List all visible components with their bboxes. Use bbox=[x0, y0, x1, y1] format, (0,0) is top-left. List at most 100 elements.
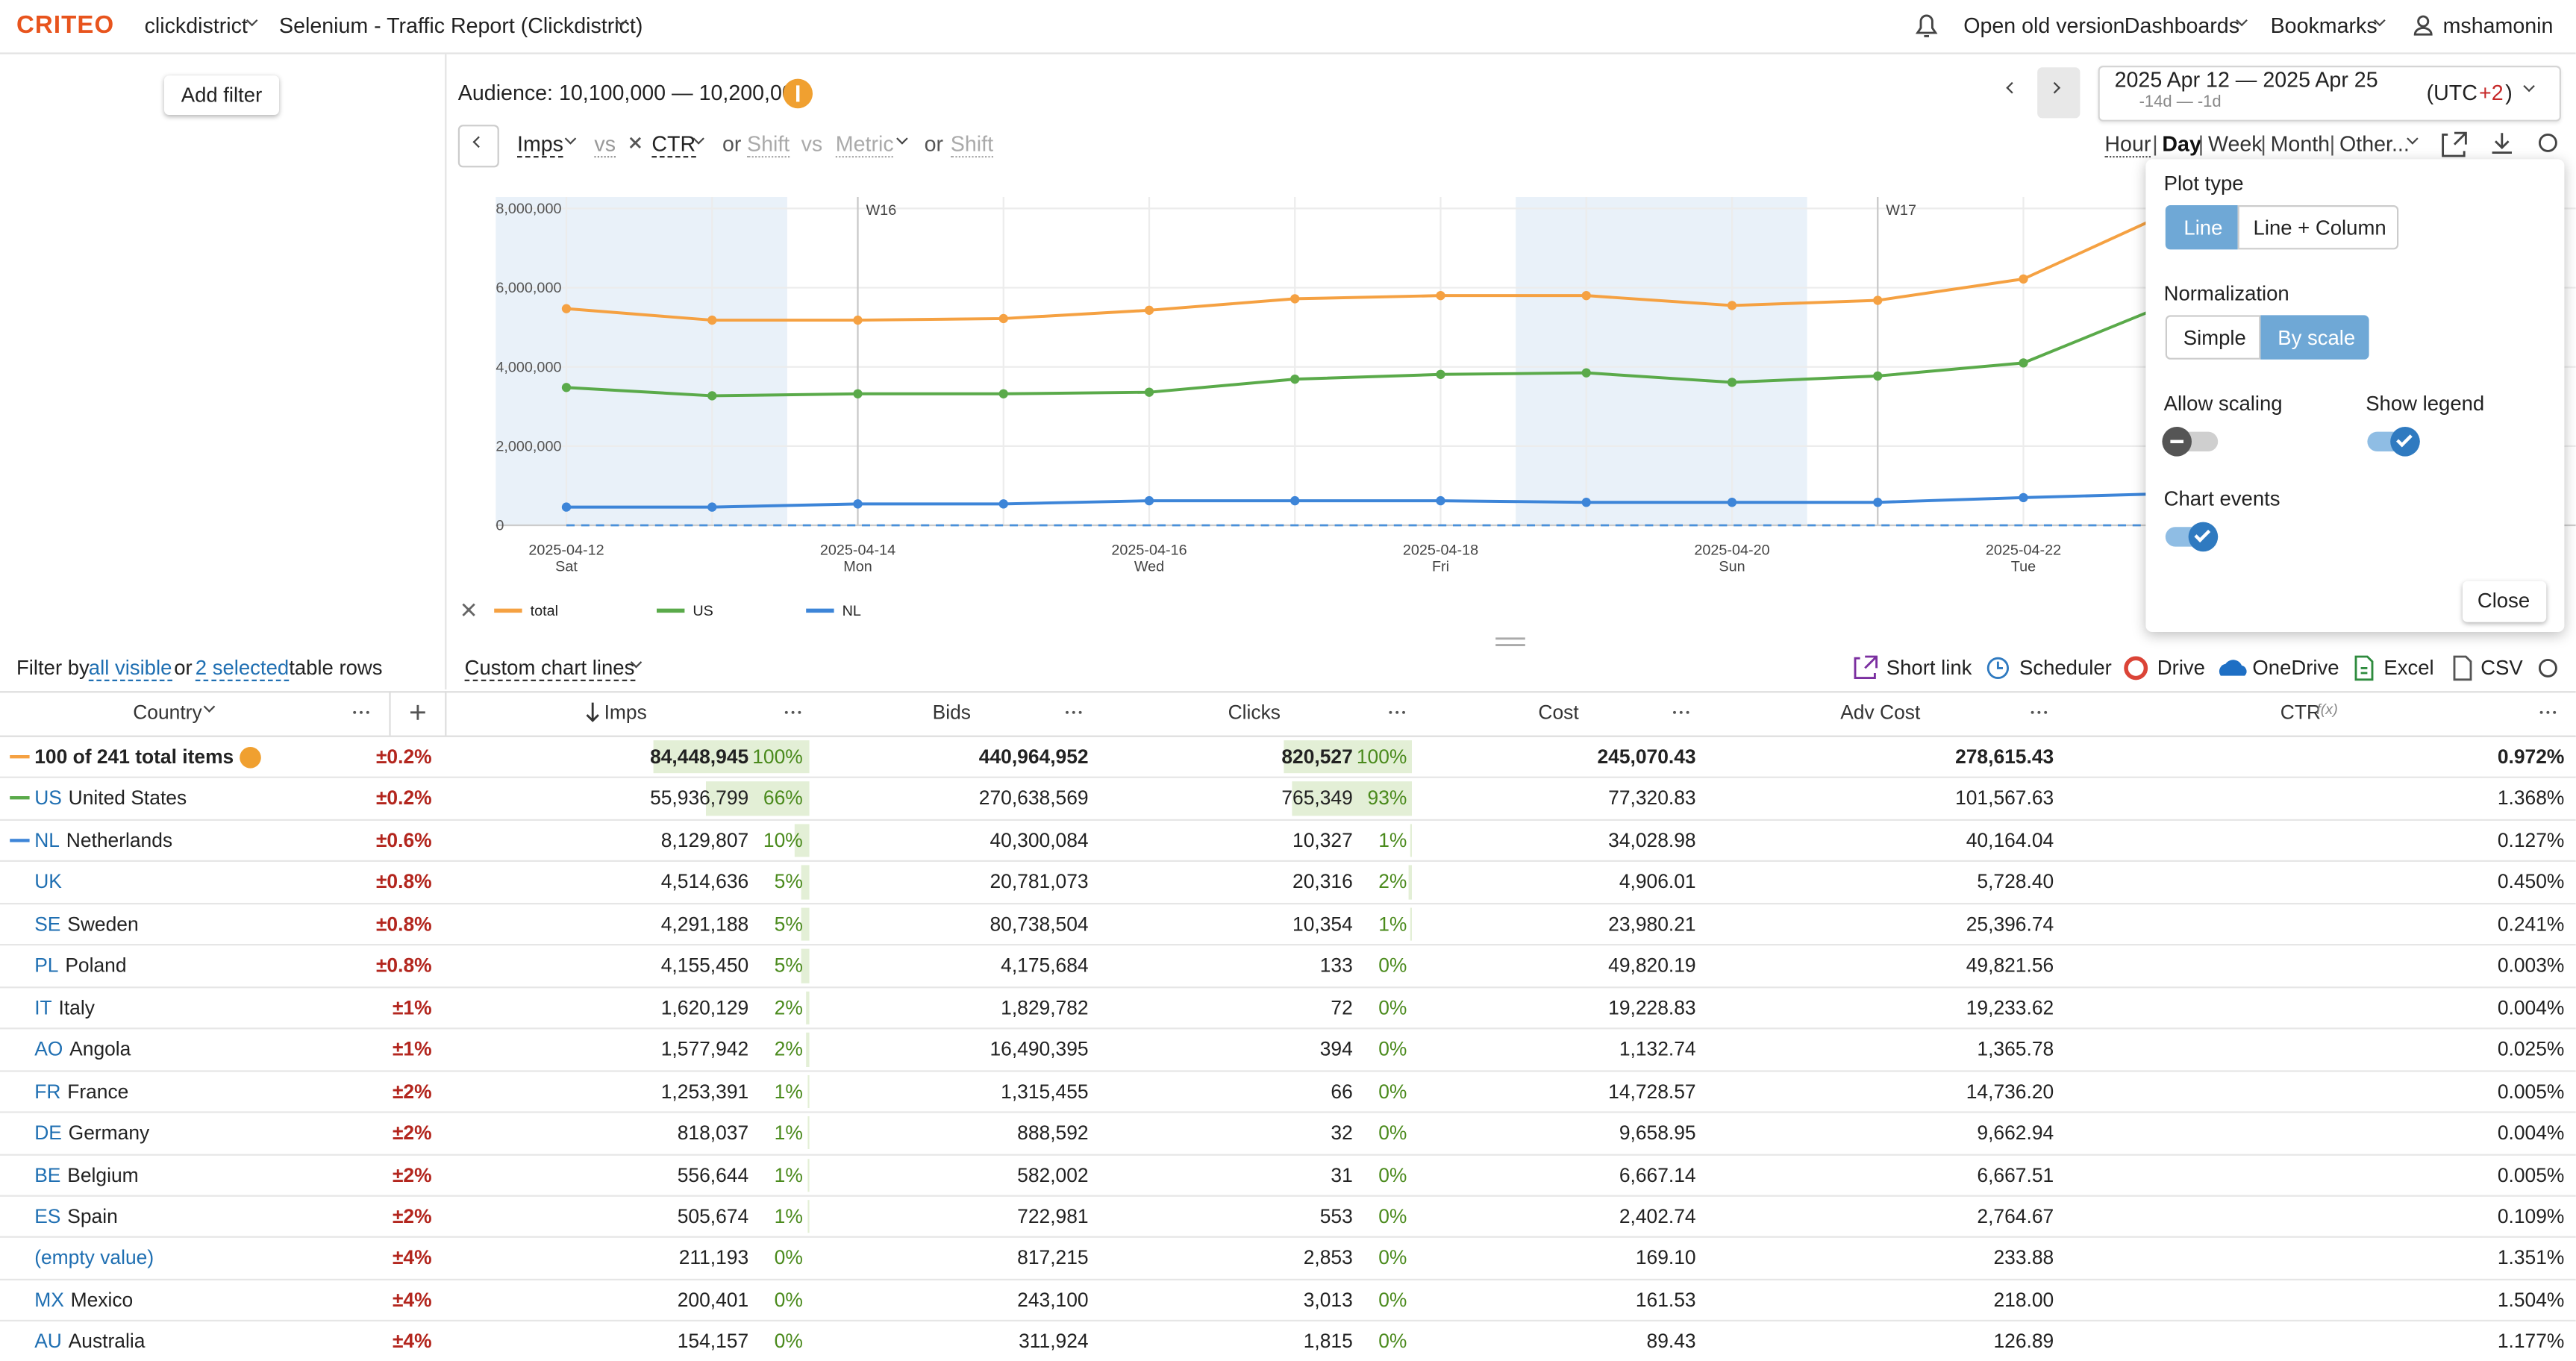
column-header[interactable]: Bids bbox=[932, 701, 971, 725]
granularity-option[interactable]: Other... bbox=[2339, 131, 2410, 156]
open-old-version[interactable]: Open old version bbox=[1963, 13, 2125, 38]
report-menu[interactable]: Selenium - Traffic Report (Clickdistrict… bbox=[279, 13, 643, 38]
table-cell: 0.109% bbox=[2497, 1204, 2565, 1228]
export-button[interactable]: Drive bbox=[2157, 657, 2205, 680]
table-cell: 55,936,799 bbox=[650, 786, 749, 810]
table-cell: 10,354 bbox=[1292, 912, 1353, 936]
remove-metric-icon[interactable] bbox=[629, 137, 642, 149]
toggle-button[interactable]: Line + Column bbox=[2237, 205, 2399, 250]
country-cell: ES Spain bbox=[34, 1203, 363, 1229]
column-header[interactable]: Adv Cost bbox=[1840, 701, 1921, 725]
table-cell: 19,228.83 bbox=[1608, 995, 1696, 1019]
table-cell: 1,829,782 bbox=[1001, 995, 1089, 1019]
row-divider bbox=[0, 860, 2576, 863]
bell-icon[interactable] bbox=[1915, 14, 1938, 37]
table-cell: 0% bbox=[1378, 1121, 1407, 1145]
country-name: Germany bbox=[68, 1121, 150, 1145]
shift-select[interactable]: Shift bbox=[747, 132, 790, 158]
column-header[interactable]: Imps bbox=[604, 701, 647, 725]
download-icon[interactable] bbox=[2492, 133, 2513, 154]
table-cell: 23,980.21 bbox=[1608, 912, 1696, 936]
column-menu-dot bbox=[1078, 710, 1082, 714]
add-column-icon[interactable] bbox=[410, 704, 425, 720]
user-icon[interactable] bbox=[2417, 15, 2430, 28]
toggle-button[interactable]: Line bbox=[2165, 205, 2238, 250]
open-chart-icon[interactable] bbox=[2442, 131, 2467, 157]
column-header[interactable]: Cost bbox=[1538, 701, 1579, 725]
table-cell: 311,924 bbox=[1019, 1330, 1089, 1354]
shift-select[interactable]: Shift bbox=[950, 132, 994, 158]
export-button[interactable]: CSV bbox=[2480, 657, 2523, 680]
metric-select[interactable]: Imps bbox=[517, 132, 563, 158]
formula-marker: f(x) bbox=[2316, 701, 2338, 718]
table-cell: 0% bbox=[1378, 1330, 1407, 1354]
table-cell: 14,728.57 bbox=[1608, 1079, 1696, 1103]
table-cell: 233.88 bbox=[1993, 1246, 2054, 1270]
next-period-button[interactable] bbox=[2037, 67, 2081, 119]
check-glyph bbox=[2194, 526, 2211, 542]
granularity-option[interactable]: Week bbox=[2208, 131, 2263, 156]
legend-clear-icon[interactable] bbox=[462, 603, 475, 617]
table-cell: 0.972% bbox=[2497, 745, 2565, 769]
metric-select[interactable]: CTR bbox=[651, 132, 696, 158]
share-bar bbox=[1409, 866, 1412, 900]
info-icon[interactable] bbox=[240, 745, 262, 768]
bookmarks-menu[interactable]: Bookmarks bbox=[2270, 13, 2378, 38]
granularity-option[interactable]: Hour bbox=[2104, 132, 2151, 158]
toggle-button[interactable]: Simple bbox=[2165, 315, 2261, 360]
table-cell: 32 bbox=[1331, 1121, 1353, 1145]
table-cell: 169.10 bbox=[1635, 1246, 1696, 1270]
table-cell: 2,764.67 bbox=[1977, 1204, 2054, 1228]
table-cell: 1,365.78 bbox=[1977, 1037, 2054, 1061]
settings-icon[interactable] bbox=[2538, 133, 2557, 152]
error-margin: ±0.8% bbox=[375, 912, 432, 936]
custom-chart-lines[interactable]: Custom chart lines bbox=[464, 657, 635, 681]
x-tick-label: 2025-04-18 bbox=[1403, 542, 1478, 559]
table-cell: 0.450% bbox=[2497, 870, 2565, 894]
export-button[interactable]: Scheduler bbox=[2019, 657, 2112, 680]
table-cell: 101,567.63 bbox=[1955, 786, 2054, 810]
legend-label: NL bbox=[842, 603, 861, 619]
dashboards-menu[interactable]: Dashboards bbox=[2124, 13, 2240, 38]
table-cell: 820,527 bbox=[1281, 745, 1353, 769]
table-cell: 722,981 bbox=[1017, 1204, 1089, 1228]
resize-handle[interactable] bbox=[1495, 637, 1525, 647]
back-button[interactable] bbox=[457, 125, 499, 168]
granularity-option[interactable]: Day bbox=[2162, 131, 2201, 156]
filter-selected[interactable]: 2 selected bbox=[195, 657, 290, 681]
export-button[interactable]: Excel bbox=[2383, 657, 2434, 680]
table-cell: 9,662.94 bbox=[1977, 1121, 2054, 1145]
filter-all-visible[interactable]: all visible bbox=[88, 657, 172, 681]
x-tick-label: 2025-04-16 bbox=[1111, 542, 1187, 559]
country-cell: IT Italy bbox=[34, 995, 363, 1021]
account-menu[interactable]: clickdistrict bbox=[144, 13, 248, 38]
data-point bbox=[1873, 371, 1883, 381]
user-menu[interactable]: mshamonin bbox=[2442, 13, 2554, 38]
column-header[interactable]: Clicks bbox=[1228, 701, 1281, 725]
data-point bbox=[1436, 291, 1445, 301]
export-button[interactable]: Short link bbox=[1886, 657, 1972, 680]
country-cell: PL Poland bbox=[34, 953, 363, 979]
granularity-option[interactable]: Month bbox=[2270, 131, 2330, 156]
toggle-button[interactable]: By scale bbox=[2260, 315, 2369, 360]
country-code: AO bbox=[34, 1037, 63, 1061]
add-filter-button[interactable]: Add filter bbox=[164, 75, 279, 115]
table-cell: 3,013 bbox=[1303, 1288, 1353, 1312]
close-button[interactable]: Close bbox=[2463, 581, 2547, 622]
table-settings-icon[interactable] bbox=[2538, 658, 2557, 678]
metric-select[interactable]: Metric bbox=[835, 132, 894, 158]
info-icon[interactable] bbox=[783, 78, 813, 109]
export-button[interactable]: OneDrive bbox=[2252, 657, 2339, 680]
table-cell: 765,349 bbox=[1281, 786, 1353, 810]
x-tick-day: Tue bbox=[2011, 559, 2036, 575]
column-header[interactable]: Country bbox=[133, 701, 202, 725]
filter-label: or bbox=[174, 657, 193, 680]
table-cell: 10,327 bbox=[1292, 828, 1353, 852]
user-icon-body bbox=[2413, 27, 2433, 36]
share-bar bbox=[1292, 782, 1412, 816]
date-picker[interactable] bbox=[2098, 66, 2561, 122]
share-bar bbox=[807, 1074, 810, 1109]
column-header[interactable]: CTR bbox=[2280, 701, 2322, 725]
row-divider bbox=[0, 777, 2576, 779]
